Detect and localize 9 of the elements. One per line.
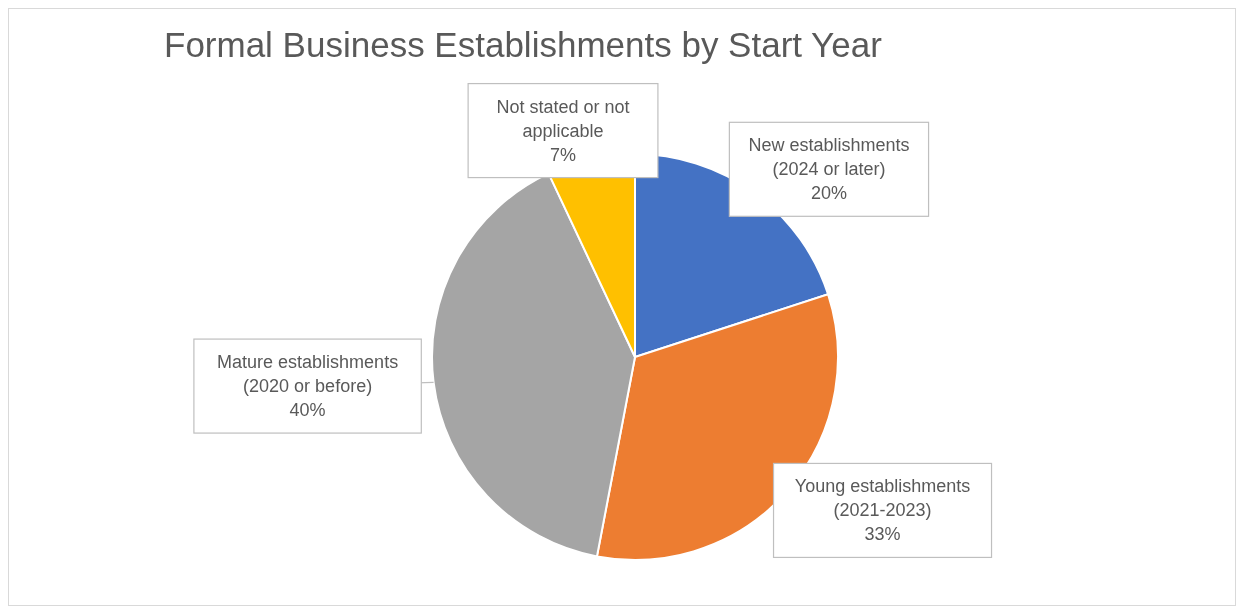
slice-label: Young establishments (2021-2023) xyxy=(794,476,971,521)
data-label: 40% xyxy=(289,400,326,421)
slice-label: Not stated or not applicable xyxy=(496,96,630,141)
data-label: 7% xyxy=(550,144,577,165)
slice-label: Mature establishments (2020 or before) xyxy=(217,352,399,397)
slice-label: New establishments (2024 or later) xyxy=(748,135,910,180)
data-label: 33% xyxy=(864,524,901,545)
data-label: 20% xyxy=(810,183,847,204)
chart-title: Formal Business Establishments by Start Year xyxy=(164,25,882,65)
